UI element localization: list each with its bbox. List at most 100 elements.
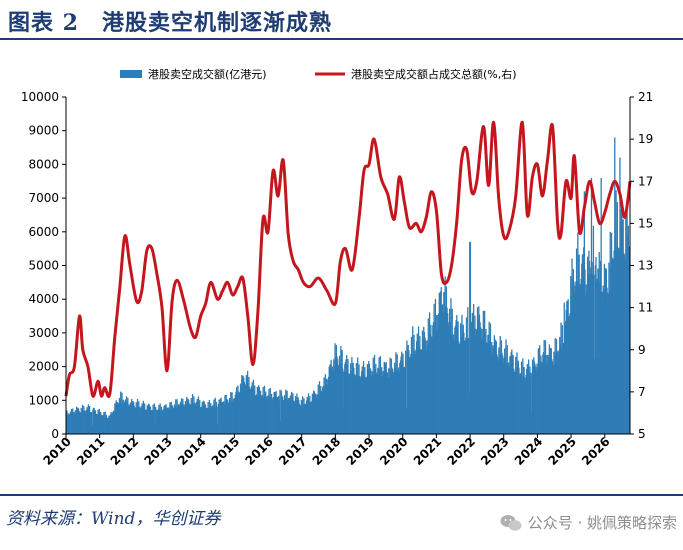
bar [612,258,614,434]
bar [439,293,441,434]
bar [420,349,422,434]
bar [153,410,155,434]
right-tick-label: 11 [638,301,653,315]
bar [236,391,238,434]
bar [138,406,141,434]
bar [401,360,404,434]
x-tick-label: 2016 [242,434,276,468]
x-tick-label: 2020 [377,434,411,468]
bar [611,257,613,434]
bar [564,321,567,434]
source-note: 资料来源：Wind，华创证券 [6,509,221,529]
bar [217,403,220,434]
bar [540,355,542,434]
bar [586,291,588,434]
bar [423,326,425,434]
bar [615,190,617,434]
bar [448,322,450,434]
bar [195,404,197,434]
left-tick-label: 10000 [21,90,59,104]
bar [262,386,264,434]
bar [320,390,323,434]
bar [553,364,556,434]
bar [90,412,93,434]
left-tick-label: 8000 [28,157,59,171]
bar [285,401,288,434]
bar [404,350,407,434]
left-tick-label: 0 [51,427,59,441]
bar [376,374,378,434]
bar [213,399,215,434]
right-tick-label: 15 [638,216,653,230]
bar [467,338,470,434]
bar [316,394,318,434]
bar [568,317,570,434]
bar [344,364,346,434]
bar [134,407,136,434]
x-tick-label: 2011 [74,434,108,468]
bar [528,373,530,434]
bar [622,219,624,434]
x-tick-label: 2026 [579,434,613,468]
x-tick-label: 2021 [411,434,445,468]
bar [173,404,176,434]
bar [362,370,364,434]
bar [579,288,582,434]
right-tick-label: 5 [638,427,646,441]
bar [279,389,281,434]
bar [514,372,516,434]
bar [342,368,344,434]
bar [132,400,134,434]
bar [415,341,418,434]
x-tick-label: 2018 [310,434,344,468]
bar [197,401,199,434]
bar [443,314,446,434]
bar [480,339,483,434]
right-tick-label: 21 [638,90,653,104]
bar [425,340,427,434]
bar [543,340,545,434]
bar [485,328,487,434]
x-tick-label: 2014 [175,434,209,468]
bar [215,401,218,434]
bar [151,409,153,434]
bar [536,363,538,434]
bar [445,286,448,434]
bar [136,398,139,434]
chart-legend: 港股卖空成交额(亿港元) 港股卖空成交额占成交总额(%,右) [120,67,517,81]
bar [192,402,194,434]
left-tick-label: 7000 [28,191,59,205]
bar [522,358,524,434]
bar [355,363,358,434]
bar [148,404,150,434]
bar [460,323,462,434]
line-series [64,120,632,399]
bar [518,367,520,434]
bar [238,391,240,434]
bar [532,366,534,434]
x-tick-label: 2024 [512,434,546,468]
bar [257,385,260,434]
bar [554,338,556,434]
bar [256,394,258,434]
bar [583,247,585,434]
bar [504,348,506,434]
bar [441,304,443,434]
bar-series [65,137,631,434]
bar [360,376,362,434]
bar [594,358,596,434]
x-tick-label: 2023 [478,434,512,468]
bar [499,336,501,434]
bar [260,396,262,434]
bar [607,294,609,434]
left-tick-label: 9000 [28,124,59,138]
bar [525,375,527,434]
bar [336,358,339,434]
bar [572,269,574,434]
bar [234,394,236,434]
bar [418,347,420,434]
watermark-text: 公众号 · 姚佩策略探索 [527,514,677,532]
bar [601,291,603,434]
footer-rule [0,494,683,496]
right-tick-label: 13 [638,259,653,273]
